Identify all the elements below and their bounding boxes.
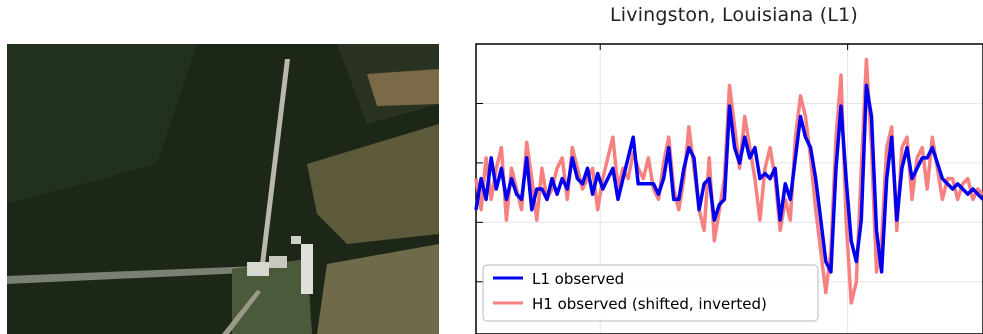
legend: L1 observed H1 observed (shifted, invert… bbox=[482, 264, 819, 322]
series-line-l1 bbox=[474, 83, 983, 274]
legend-box bbox=[482, 264, 819, 322]
aerial-photo bbox=[7, 44, 439, 334]
tick-marks bbox=[476, 44, 849, 283]
chart-title: Livingston, Louisiana (L1) bbox=[609, 4, 859, 26]
legend-label-l1: L1 observed bbox=[532, 270, 624, 288]
legend-label-h1: H1 observed (shifted, inverted) bbox=[532, 295, 767, 313]
